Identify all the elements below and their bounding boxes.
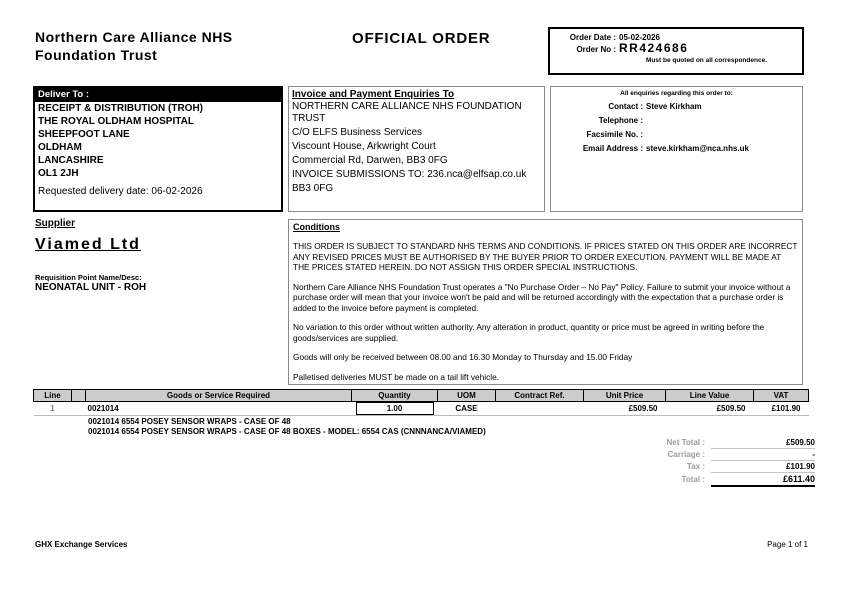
conditions-paragraph: No variation to this order without writt…	[293, 322, 765, 343]
col-header-uom: UOM	[437, 389, 496, 402]
order-items-table: Line Goods or Service Required Quantity …	[33, 389, 809, 436]
uom-value: CASE	[437, 401, 496, 416]
contact-label: Contact :	[608, 102, 643, 111]
conditions-header: Conditions	[293, 222, 340, 232]
vat-value: £101.90	[753, 401, 809, 416]
invoice-enquiries-box: Invoice and Payment Enquiries To NORTHER…	[288, 86, 545, 212]
invoice-line: NORTHERN CARE ALLIANCE NHS FOUNDATION TR…	[292, 101, 522, 124]
table-header-row: Line Goods or Service Required Quantity …	[33, 389, 809, 402]
contract-ref-value	[495, 401, 584, 416]
tax-value: £101.90	[711, 462, 815, 473]
total-value: £611.40	[711, 474, 815, 487]
col-header-contract-ref: Contract Ref.	[495, 389, 584, 402]
item-description: 0021014 6554 POSEY SENSOR WRAPS - CASE O…	[88, 427, 486, 436]
telephone-label: Telephone :	[598, 116, 643, 125]
col-header-line-value: Line Value	[665, 389, 754, 402]
col-header-line: Line	[33, 389, 72, 402]
deliver-to-line: SHEEPFOOT LANE	[38, 129, 130, 140]
tax-label: Tax :	[686, 462, 705, 471]
order-note: Must be quoted on all correspondence.	[646, 57, 767, 64]
total-label: Total :	[681, 475, 705, 484]
conditions-box: Conditions THIS ORDER IS SUBJECT TO STAN…	[288, 219, 803, 385]
order-info-box: Order Date : 05-02-2026 Order No : RR424…	[548, 27, 804, 75]
col-header-goods: Goods or Service Required	[85, 389, 352, 402]
net-total-value: £509.50	[711, 438, 815, 449]
invoice-line: Viscount House, Arkwright Court	[292, 141, 436, 152]
total-row: Total : £611.40	[605, 474, 815, 487]
deliver-to-header: Deliver To :	[35, 88, 281, 102]
conditions-paragraph: Palletised deliveries MUST be made on a …	[293, 371, 499, 382]
order-no-row: Order No : RR424686	[550, 41, 802, 55]
email-row: Email Address : steve.kirkham@nca.nhs.uk	[551, 144, 802, 153]
enquiries-contact-box: All enquiries regarding this order to: C…	[550, 86, 803, 212]
contact-value: Steve Kirkham	[646, 102, 702, 111]
deliver-to-box: Deliver To : RECEIPT & DISTRIBUTION (TRO…	[33, 86, 283, 212]
facsimile-row: Facsimile No. :	[551, 130, 802, 139]
col-header-vat: VAT	[753, 389, 809, 402]
invoice-line: Commercial Rd, Darwen, BB3 0FG	[292, 155, 448, 166]
email-label: Email Address :	[582, 144, 643, 153]
requisition-point-value: NEONATAL UNIT - ROH	[35, 282, 147, 293]
requisition-point-label: Requisition Point Name/Desc:	[35, 273, 142, 282]
table-row: 1 0021014 1.00 CASE £509.50 £509.50 £101…	[33, 401, 809, 416]
contact-row: Contact : Steve Kirkham	[551, 102, 802, 111]
carriage-label: Carriage :	[667, 450, 705, 459]
order-date-value: 05-02-2026	[619, 33, 660, 42]
deliver-to-line: LANCASHIRE	[38, 155, 104, 166]
deliver-to-line: OL1 2JH	[38, 168, 79, 179]
order-date-row: Order Date : 05-02-2026	[550, 32, 802, 43]
supplier-section: Supplier Viamed Ltd Requisition Point Na…	[35, 218, 275, 293]
quantity-value: 1.00	[355, 402, 434, 415]
document-title: OFFICIAL ORDER	[352, 30, 491, 47]
trust-name-line1: Northern Care Alliance NHS	[35, 29, 233, 45]
col-header-quantity: Quantity	[351, 389, 438, 402]
trust-name-line2: Foundation Trust	[35, 47, 158, 63]
requested-delivery-date: Requested delivery date: 06-02-2026	[38, 186, 203, 197]
order-no-label: Order No :	[576, 45, 616, 54]
line-number: 1	[33, 401, 72, 416]
quantity-cell: 1.00	[351, 401, 438, 416]
invoice-enquiries-header: Invoice and Payment Enquiries To	[292, 89, 455, 100]
carriage-row: Carriage : -	[605, 450, 815, 462]
invoice-line: C/O ELFS Business Services	[292, 127, 423, 138]
order-date-label: Order Date :	[569, 33, 616, 42]
enquiries-note: All enquiries regarding this order to:	[620, 90, 733, 97]
supplier-name: Viamed Ltd	[35, 236, 141, 253]
line-spacer	[71, 401, 86, 416]
supplier-header: Supplier	[35, 218, 76, 229]
conditions-paragraph: Northern Care Alliance NHS Foundation Tr…	[293, 281, 791, 313]
col-header-unit-price: Unit Price	[583, 389, 666, 402]
carriage-value: -	[711, 450, 815, 461]
col-header-spacer	[71, 389, 86, 402]
unit-price-value: £509.50	[583, 401, 666, 416]
net-total-row: Net Total : £509.50	[605, 438, 815, 450]
tax-row: Tax : £101.90	[605, 462, 815, 474]
item-code: 0021014	[85, 401, 352, 416]
trust-name: Northern Care Alliance NHS Foundation Tr…	[35, 28, 233, 64]
item-description: 0021014 6554 POSEY SENSOR WRAPS - CASE O…	[88, 417, 291, 426]
totals-section: Net Total : £509.50 Carriage : - Tax : £…	[605, 438, 815, 487]
email-value: steve.kirkham@nca.nhs.uk	[646, 144, 749, 153]
facsimile-label: Facsimile No. :	[586, 130, 643, 139]
deliver-to-line: RECEIPT & DISTRIBUTION (TROH)	[38, 103, 203, 114]
telephone-row: Telephone :	[551, 116, 802, 125]
invoice-line: BB3 0FG	[292, 183, 334, 194]
deliver-to-line: OLDHAM	[38, 142, 82, 153]
order-no-value: RR424686	[619, 41, 689, 55]
page-number: Page 1 of 1	[767, 540, 808, 549]
conditions-paragraph: Goods will only be received between 08.0…	[293, 352, 633, 362]
deliver-to-line: THE ROYAL OLDHAM HOSPITAL	[38, 116, 194, 127]
net-total-label: Net Total :	[666, 438, 705, 447]
footer-service-name: GHX Exchange Services	[35, 540, 128, 549]
conditions-paragraph: THIS ORDER IS SUBJECT TO STANDARD NHS TE…	[293, 241, 798, 272]
invoice-line: INVOICE SUBMISSIONS TO: 236.nca@elfsap.c…	[292, 169, 527, 180]
line-value: £509.50	[665, 401, 754, 416]
